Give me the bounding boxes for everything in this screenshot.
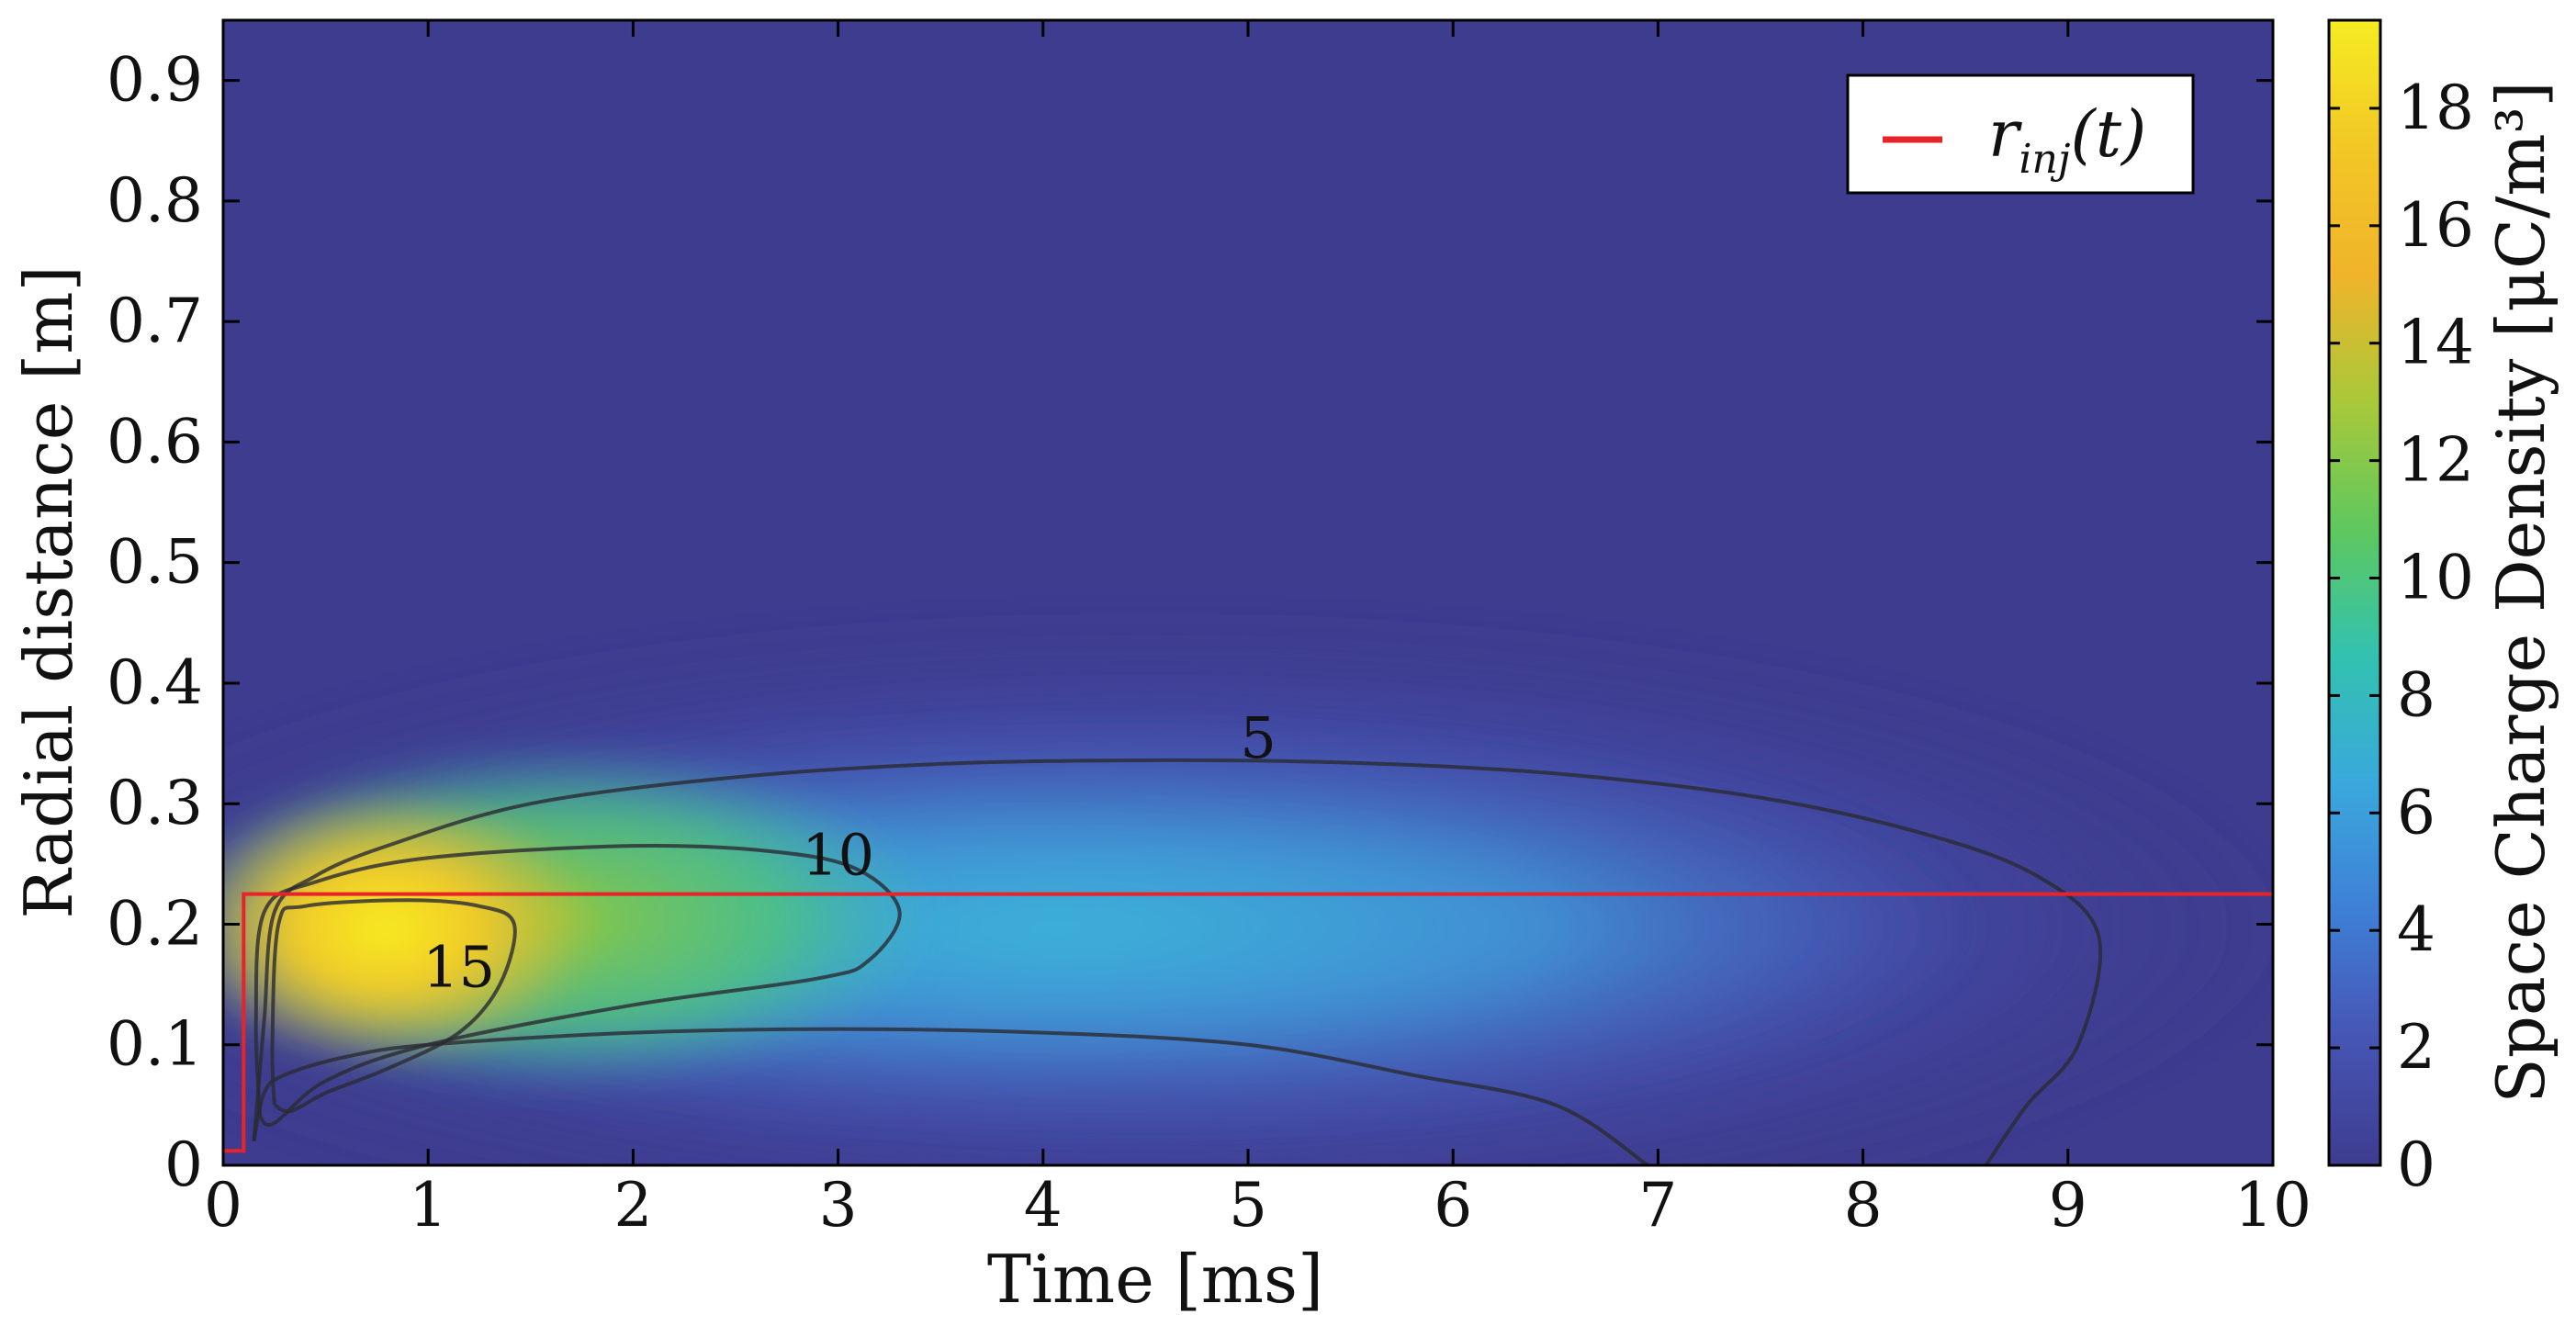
y-tick-label: 0	[164, 1129, 203, 1200]
colorbar-tick-label: 14	[2397, 308, 2474, 378]
legend-entry-label: rinj(t)	[1988, 96, 2146, 183]
colorbar-tick-label: 2	[2397, 1012, 2435, 1083]
x-tick-label: 1	[409, 1170, 447, 1241]
y-tick-label: 0.6	[107, 406, 203, 477]
legend-box	[1846, 73, 2195, 195]
colorbar-tick-label: 6	[2397, 777, 2435, 848]
x-tick-label: 2	[613, 1170, 652, 1241]
colorbar-label: Space Charge Density [μC/m³]	[2482, 81, 2559, 1103]
contour-label-10: 10	[802, 821, 874, 888]
x-tick-label: 8	[1844, 1170, 1883, 1241]
x-tick-label: 3	[819, 1170, 858, 1241]
colorbar-tick-label: 4	[2397, 894, 2435, 965]
contour-labels: 5 10 15	[422, 704, 1277, 1000]
colorbar-tick-label: 16	[2397, 190, 2474, 261]
x-tick-label: 7	[1638, 1170, 1677, 1241]
y-tick-label: 0.8	[107, 165, 203, 236]
y-tick-label: 0.7	[107, 286, 203, 356]
x-tick-label: 4	[1024, 1170, 1063, 1241]
contour-lines	[252, 758, 2103, 1165]
x-tick-label: 10	[2234, 1170, 2312, 1241]
contour-label-5: 5	[1240, 704, 1276, 771]
colorbar-tick-label: 8	[2397, 659, 2435, 730]
contour-line-5	[252, 1027, 1649, 1165]
series-lines	[223, 892, 2273, 1153]
colorbar: 0 2 4 6 8 10 12 14 16 18 Space Charge Density [μC…	[2327, 18, 2559, 1200]
y-tick-label: 0.1	[107, 1009, 203, 1080]
x-tick-label: 9	[2049, 1170, 2087, 1241]
x-tick-label: 5	[1229, 1170, 1267, 1241]
y-axis: 0 0.1 0.2 0.3 0.4 0.5 0.6 0.7 0.8 0.9	[107, 45, 2273, 1200]
colorbar-tick-label: 10	[2397, 543, 2474, 613]
contour-line-15	[270, 898, 517, 1114]
y-tick-label: 0.3	[107, 768, 203, 838]
heatmap-field	[223, 20, 2273, 1165]
contour-line-10	[253, 843, 902, 1127]
contour-label-15: 15	[422, 933, 495, 1000]
colorbar-tick-label: 18	[2397, 73, 2474, 143]
y-tick-label: 0.4	[107, 647, 203, 718]
colorbar-bar	[2327, 18, 2382, 1167]
heatmap-core	[223, 790, 597, 1065]
y-axis-label: Radial distance [m]	[10, 265, 87, 918]
x-tick-label: 0	[204, 1170, 242, 1241]
series-line-r-inj	[223, 892, 2273, 1153]
colorbar-tick-label: 12	[2397, 425, 2474, 496]
contour-line-5	[252, 758, 2103, 1165]
colorbar-ticks: 0 2 4 6 8 10 12 14 16 18	[2329, 73, 2474, 1200]
x-axis-label: Time [ms]	[987, 1241, 1323, 1318]
y-tick-label: 0.2	[107, 888, 203, 959]
y-tick-label: 0.5	[107, 527, 203, 598]
x-axis: 0 1 2 3 4 5 6 7 8 9 10	[204, 20, 2312, 1241]
y-tick-label: 0.9	[107, 45, 203, 116]
x-tick-label: 6	[1434, 1170, 1472, 1241]
legend: rinj(t)	[1846, 73, 2195, 195]
colorbar-tick-label: 0	[2397, 1129, 2435, 1200]
